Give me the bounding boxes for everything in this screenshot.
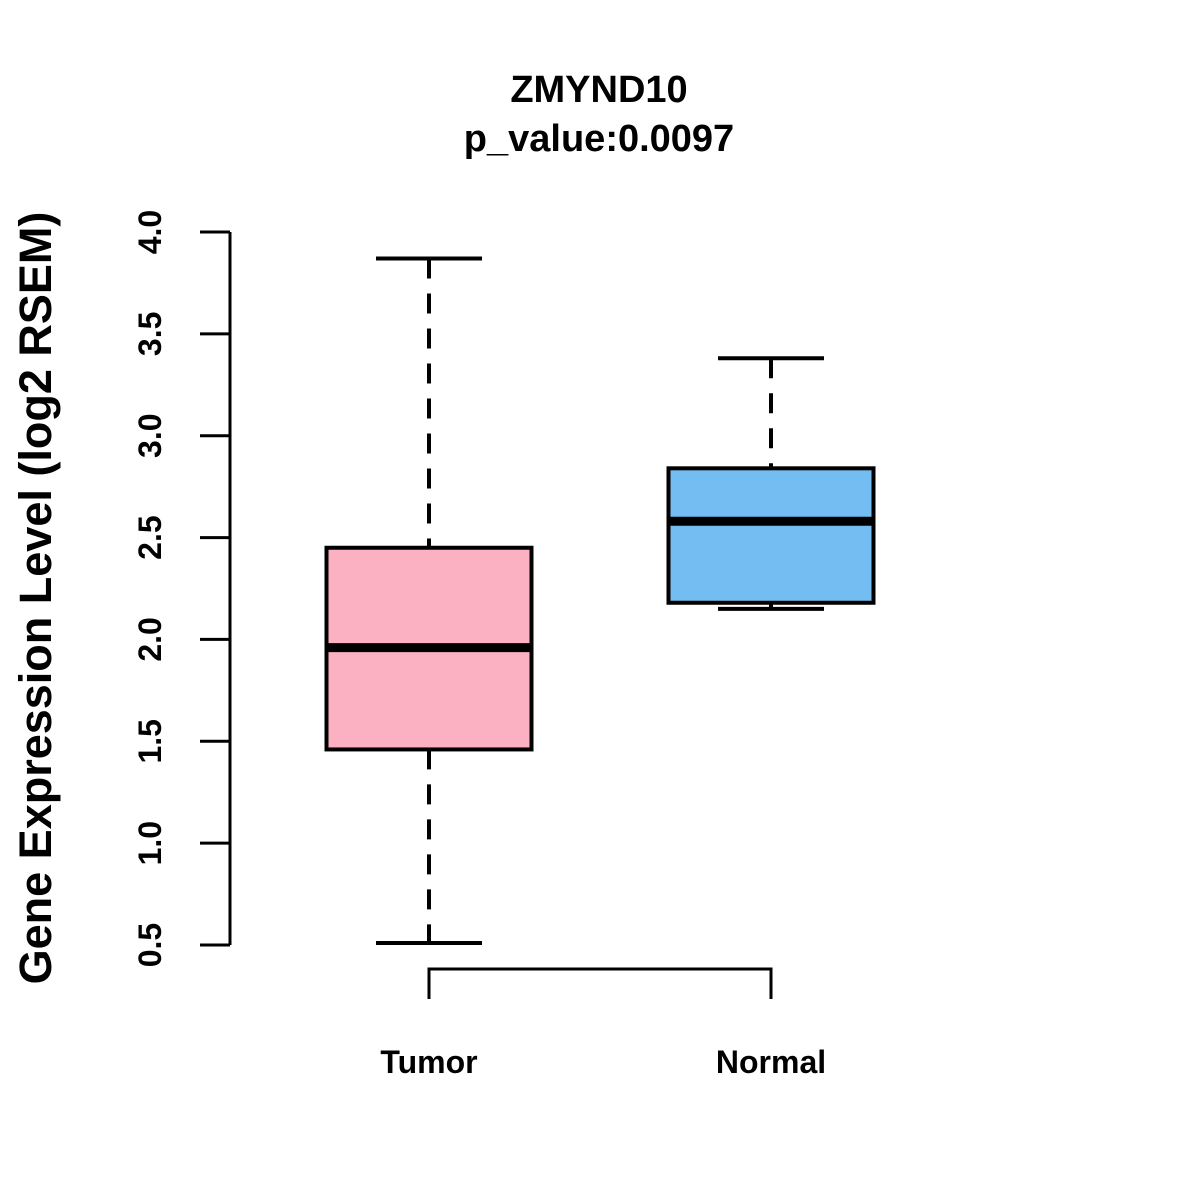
y-tick-label: 1.0 <box>132 821 168 865</box>
title-block: ZMYND10 p_value:0.0097 <box>0 66 1198 164</box>
y-tick-label: 3.5 <box>132 312 168 356</box>
normal-category-label: Normal <box>716 1044 826 1080</box>
y-tick-label: 2.5 <box>132 515 168 559</box>
y-tick-label: 2.0 <box>132 617 168 661</box>
y-tick-label: 1.5 <box>132 719 168 763</box>
tumor-category-label: Tumor <box>380 1044 477 1080</box>
chart-subtitle: p_value:0.0097 <box>463 118 735 160</box>
x-axis-bracket <box>427 967 773 999</box>
normal-box <box>666 466 876 605</box>
y-tick-label: 3.0 <box>132 413 168 457</box>
chart-title: ZMYND10 <box>510 69 688 111</box>
y-tick-label: 4.0 <box>132 210 168 254</box>
y-tick-label: 0.5 <box>132 923 168 967</box>
